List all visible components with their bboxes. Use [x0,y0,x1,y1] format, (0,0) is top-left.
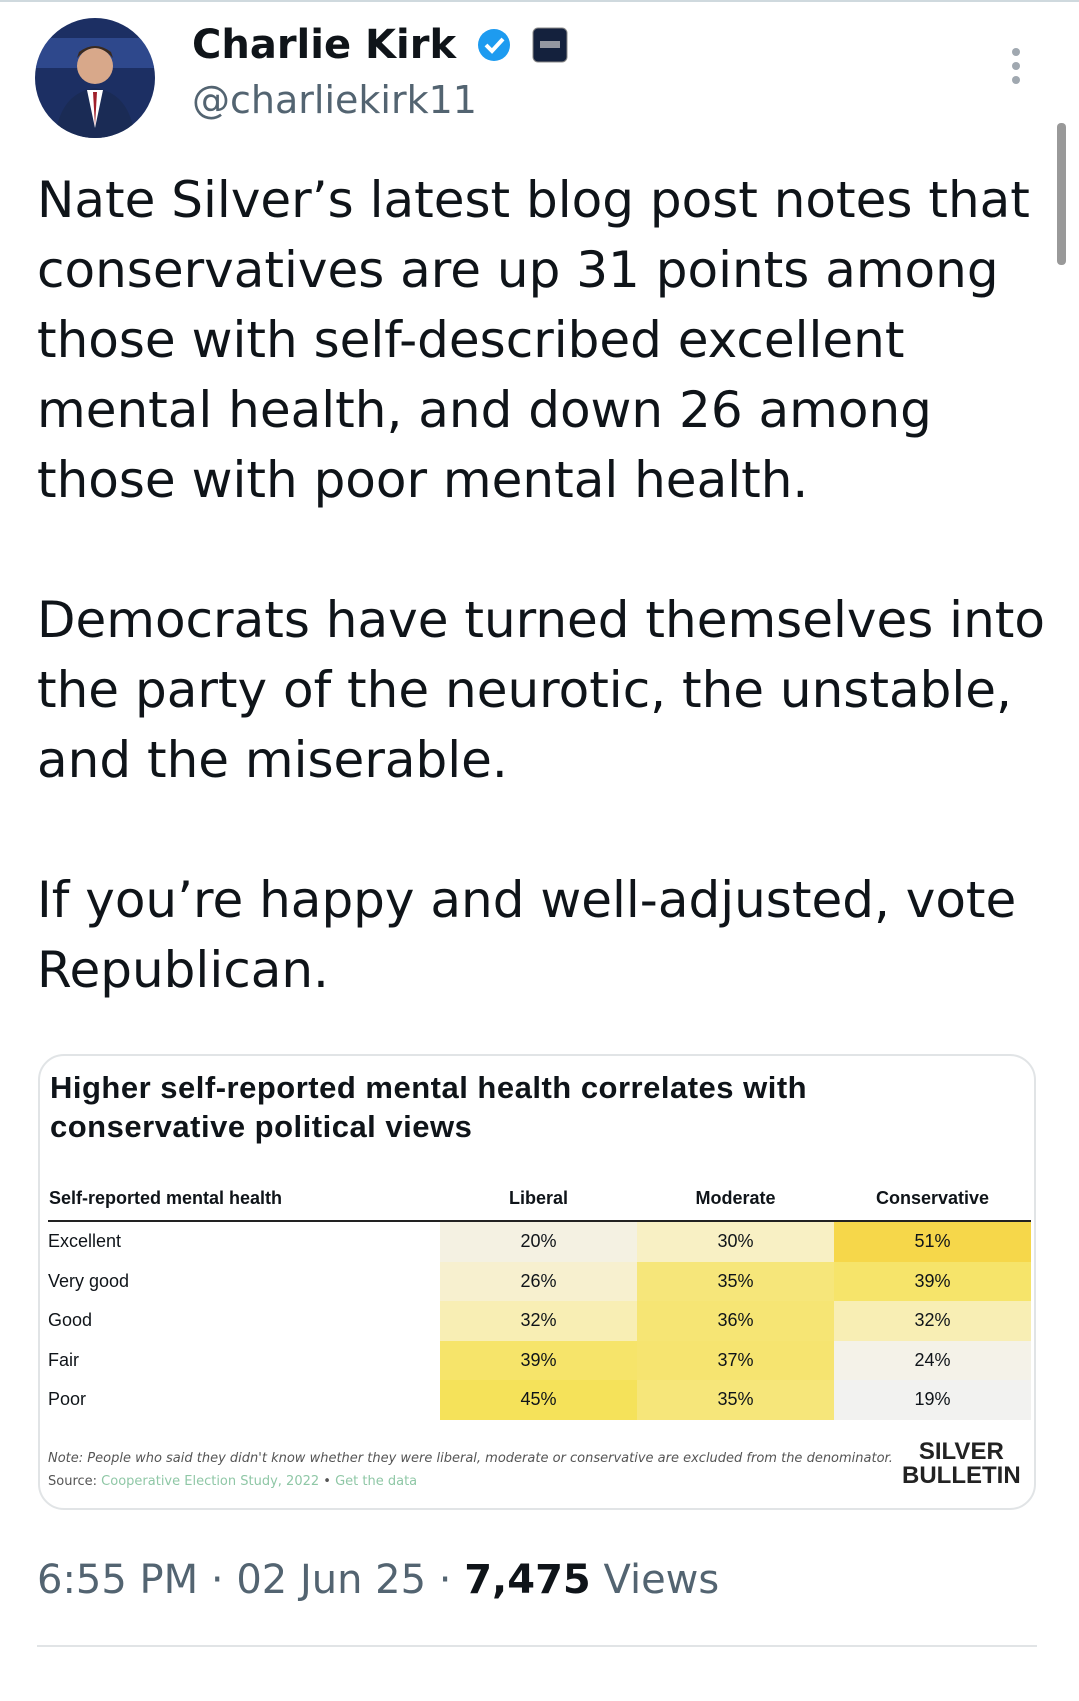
table-row: Fair 39% 37% 24% [48,1340,1031,1380]
scrollbar [1057,123,1066,265]
time[interactable]: 6:55 PM [37,1557,199,1603]
author-handle[interactable]: @charliekirk11 [192,78,477,122]
image-note: Note: People who said they didn't know w… [48,1451,893,1466]
divider [0,0,1079,2]
table-row: Poor 45% 35% 19% [48,1380,1031,1420]
separator: • [323,1474,331,1489]
more-button[interactable] [1008,46,1024,86]
row-label: Fair [48,1349,79,1370]
column-header: Liberal [440,1176,637,1222]
table-row: Very good 26% 35% 39% [48,1261,1031,1301]
verified-badge [478,29,510,61]
paragraph: Nate Silver’s latest blog post notes tha… [37,171,1030,509]
table-cell: 19% [834,1380,1031,1420]
avatar[interactable] [35,18,155,138]
table-cell: 24% [834,1340,1031,1380]
date[interactable]: 02 Jun 25 [236,1557,427,1603]
row-label: Very good [48,1270,130,1291]
source-link: Cooperative Election Study, 2022 [101,1474,320,1489]
separator: · [210,1557,224,1603]
column-header: Conservative [834,1176,1031,1222]
row-label: Poor [48,1389,87,1410]
image-title: Higher self-reported mental health corre… [50,1070,808,1144]
table-cell: 39% [440,1340,637,1380]
table-cell: 26% [440,1261,637,1301]
table-cell: 36% [637,1301,834,1341]
divider [37,1645,1037,1647]
table-cell: 37% [637,1340,834,1380]
table-cell: 32% [834,1301,1031,1341]
row-label: Excellent [48,1231,122,1252]
logo: SILVER BULLETIN [902,1440,1021,1488]
table-row: Good 32% 36% 32% [48,1301,1031,1341]
table-cell: 51% [834,1221,1031,1262]
header-row: Self-reported mental health Liberal Modera… [48,1176,1031,1222]
row-label: Good [48,1310,93,1331]
paragraph: If you’re happy and well-adjusted, vote … [37,871,1017,999]
table-row: Excellent 20% 30% 51% [48,1221,1031,1262]
source-label: Source: [48,1474,98,1489]
table-cell: 35% [637,1261,834,1301]
column-header: Moderate [637,1176,834,1222]
table-cell: 32% [440,1301,637,1341]
affiliate-badge [532,27,568,63]
tweet-text: Nate Silver’s latest blog post notes tha… [37,165,1047,1075]
image-source: Source: Cooperative Election Study, 2022… [48,1474,417,1489]
author-name[interactable]: Charlie Kirk [192,22,568,68]
table-cell: 35% [637,1380,834,1420]
separator: · [438,1557,452,1603]
table-cell: 45% [440,1380,637,1420]
table-cell: 20% [440,1221,637,1262]
tweet-image[interactable]: Higher self-reported mental health corre… [38,1054,1036,1510]
logo-line: BULLETIN [902,1462,1021,1489]
table-cell: 39% [834,1261,1031,1301]
views-label: Views [603,1557,720,1603]
data-link: Get the data [335,1474,418,1489]
author-name-text[interactable]: Charlie Kirk [192,22,457,68]
view-count: 7,475 [464,1557,591,1603]
avatar-image [35,18,155,138]
table-cell: 30% [637,1221,834,1262]
column-header: Self-reported mental health [48,1176,440,1222]
logo-line: SILVER [918,1438,1004,1465]
tweet-meta: 6:55 PM · 02 Jun 25 · 7,475 Views [37,1557,719,1603]
paragraph: Democrats have turned themselves into th… [37,591,1045,789]
data-table: Self-reported mental health Liberal Modera… [48,1176,1031,1420]
